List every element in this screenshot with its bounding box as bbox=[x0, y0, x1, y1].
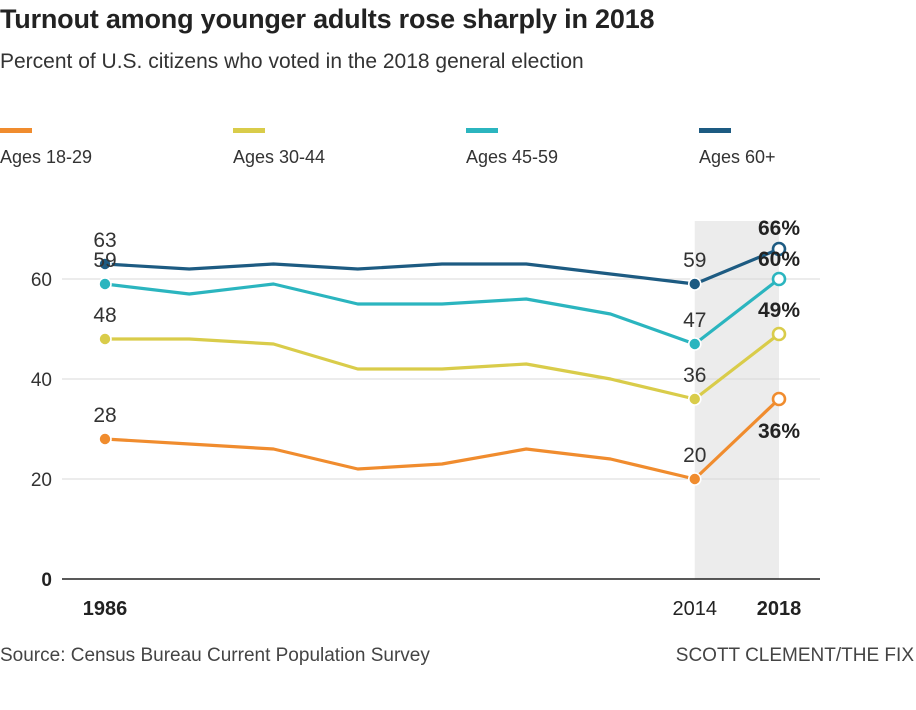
data-label: 59 bbox=[683, 249, 706, 272]
source-note: Source: Census Bureau Current Population… bbox=[0, 645, 430, 666]
data-point bbox=[687, 392, 702, 406]
legend-label: Ages 30-44 bbox=[233, 147, 326, 167]
data-label: 60% bbox=[758, 248, 800, 271]
data-point bbox=[98, 257, 112, 271]
legend-swatch bbox=[0, 128, 32, 133]
series-line bbox=[103, 277, 781, 346]
data-point bbox=[771, 241, 787, 257]
chart-subtitle: Percent of U.S. citizens who voted in th… bbox=[0, 50, 584, 73]
y-tick-label: 20 bbox=[31, 470, 52, 491]
x-tick-label: 2018 bbox=[757, 598, 802, 620]
credit-note: SCOTT CLEMENT/THE FIX bbox=[675, 645, 914, 666]
legend-swatch bbox=[466, 128, 498, 133]
legend-swatch bbox=[699, 128, 731, 133]
data-label: 59 bbox=[93, 249, 116, 272]
data-label: 36 bbox=[683, 364, 706, 387]
y-tick-label: 40 bbox=[31, 370, 52, 391]
data-label: 66% bbox=[758, 217, 800, 240]
data-point bbox=[98, 332, 112, 346]
data-label: 28 bbox=[93, 404, 116, 427]
x-tick-label: 1986 bbox=[83, 598, 128, 620]
data-point bbox=[687, 337, 702, 351]
highlight-band bbox=[694, 221, 779, 579]
y-tick-label: 0 bbox=[41, 570, 52, 591]
chart-title: Turnout among younger adults rose sharpl… bbox=[0, 4, 655, 34]
data-label: 20 bbox=[683, 444, 706, 467]
data-point bbox=[687, 277, 702, 291]
data-point bbox=[771, 326, 787, 342]
legend-label: Ages 60+ bbox=[699, 147, 776, 167]
legend-item-ages-30-44: Ages 30-44 bbox=[233, 128, 325, 168]
legend-label: Ages 18-29 bbox=[0, 147, 93, 167]
data-label: 49% bbox=[758, 299, 800, 322]
data-label: 47 bbox=[683, 309, 706, 332]
legend-label: Ages 45-59 bbox=[466, 147, 559, 167]
data-label: 36% bbox=[758, 420, 800, 443]
data-point bbox=[771, 271, 787, 287]
series-line bbox=[103, 332, 781, 401]
data-label: 48 bbox=[93, 304, 116, 327]
legend-swatch bbox=[233, 128, 265, 133]
legend-item-ages-45-59: Ages 45-59 bbox=[466, 128, 558, 168]
data-point bbox=[98, 432, 112, 446]
series-line bbox=[103, 247, 781, 286]
legend-item-ages-60-plus: Ages 60+ bbox=[699, 128, 776, 168]
data-point bbox=[687, 472, 702, 486]
data-label: 63 bbox=[93, 229, 116, 252]
data-point bbox=[98, 277, 112, 291]
series-line bbox=[103, 397, 781, 481]
data-point bbox=[771, 391, 787, 407]
y-tick-label: 60 bbox=[31, 270, 52, 291]
x-tick-label: 2014 bbox=[673, 598, 718, 620]
legend-item-ages-18-29: Ages 18-29 bbox=[0, 128, 92, 168]
